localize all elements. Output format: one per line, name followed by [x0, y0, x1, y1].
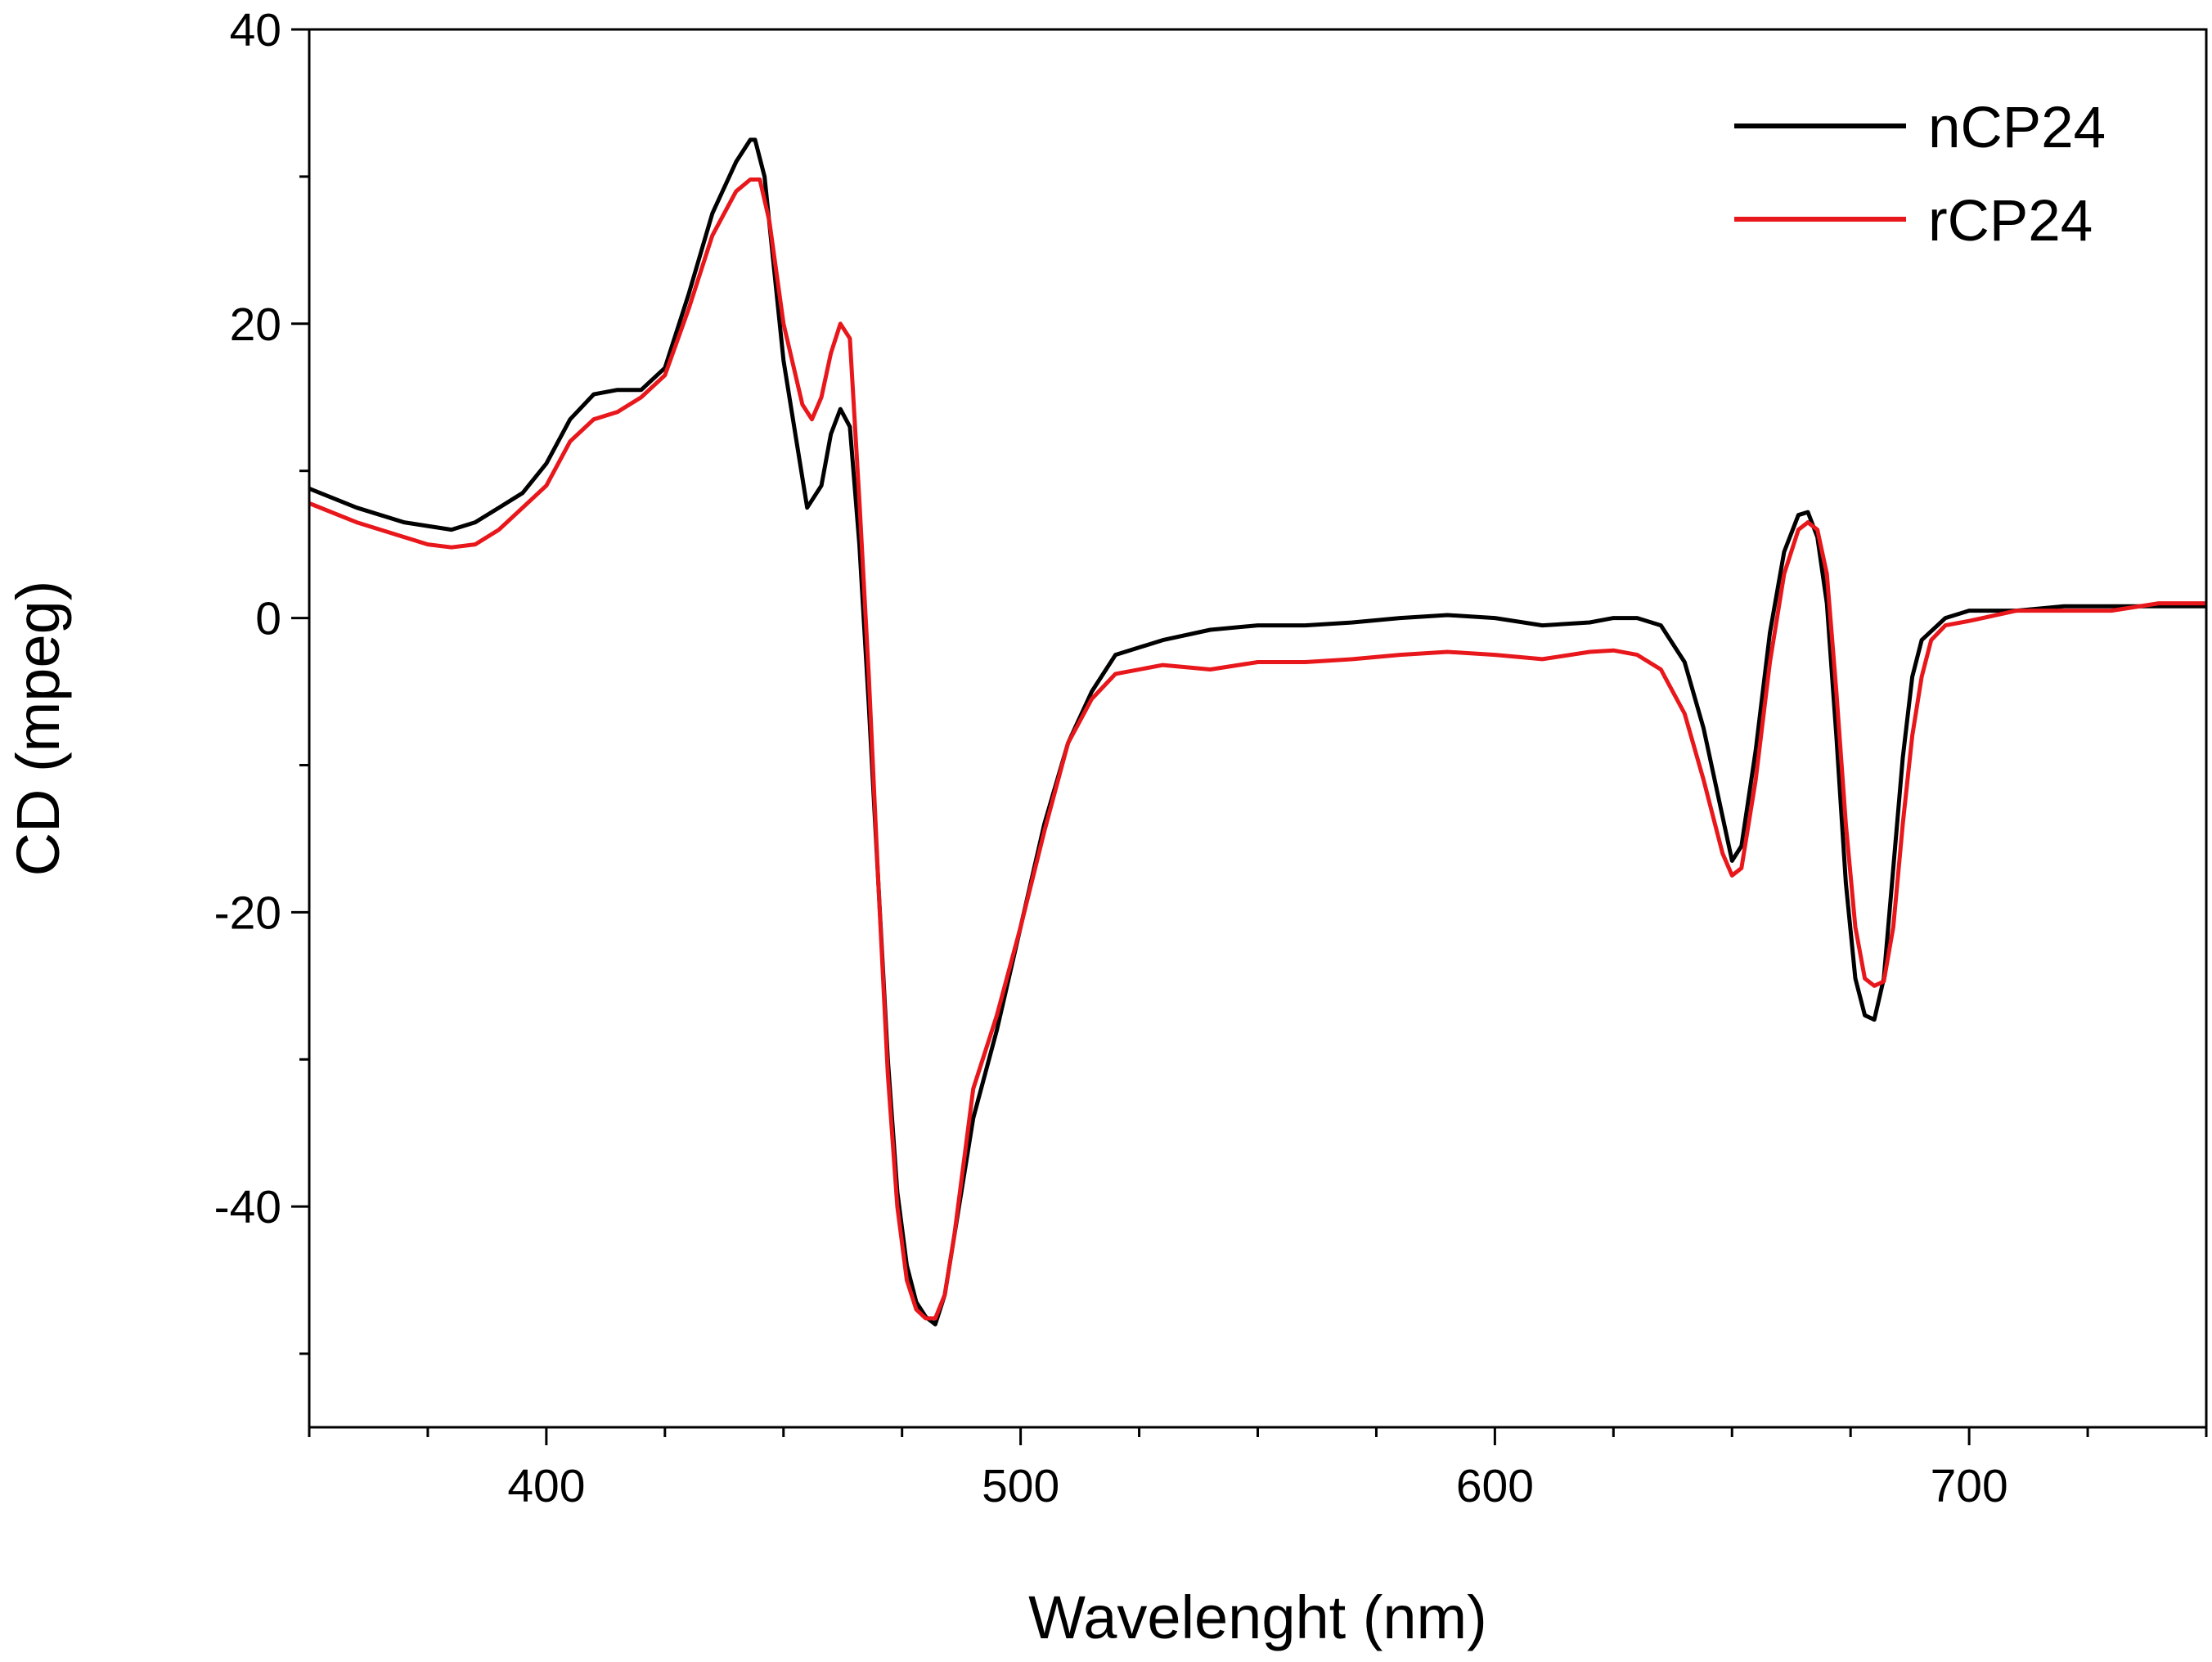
- x-axis-tick-labels: 400 500 600 700: [507, 1460, 2007, 1512]
- legend-label-rCP24: rCP24: [1928, 189, 2093, 254]
- y-tick-label: 40: [230, 4, 281, 56]
- plot-frame: [308, 28, 2208, 1429]
- x-tick-label: 500: [982, 1460, 1059, 1512]
- x-axis-title: Wavelenght (nm): [1028, 1583, 1487, 1651]
- series-line-rCP24: [308, 177, 2206, 1321]
- legend: nCP24 rCP24: [1734, 96, 2106, 254]
- legend-label-nCP24: nCP24: [1928, 96, 2106, 160]
- y-axis-tick-labels: 40 20 0 -20 -40: [214, 4, 281, 1233]
- y-axis-title: CD (mpeg): [4, 581, 72, 877]
- y-tick-label: -20: [214, 887, 281, 939]
- x-tick-label: 400: [507, 1460, 585, 1512]
- series-layer: [308, 137, 2206, 1327]
- x-tick-label: 700: [1931, 1460, 2008, 1512]
- x-axis-ticks: [308, 1427, 2208, 1445]
- y-axis-ticks: [291, 28, 309, 1355]
- y-tick-label: -40: [214, 1181, 281, 1233]
- y-tick-label: 20: [230, 299, 281, 351]
- x-tick-label: 600: [1456, 1460, 1534, 1512]
- y-tick-label: 0: [255, 593, 281, 645]
- series-line-nCP24: [308, 137, 2206, 1327]
